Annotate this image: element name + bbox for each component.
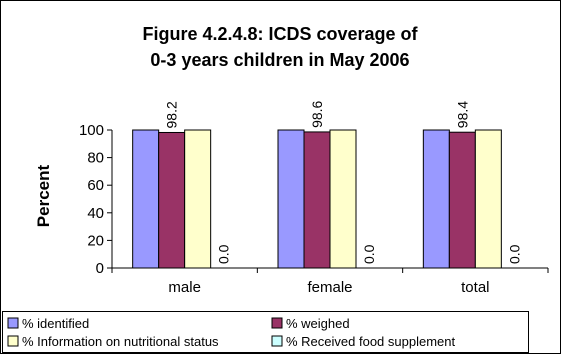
bar: [132, 129, 160, 269]
legend-swatch: [7, 317, 19, 329]
chart-title-line-1: Figure 4.2.4.8: ICDS coverage of: [142, 24, 418, 44]
bar: [448, 131, 476, 269]
bar: [422, 129, 450, 269]
bars: 98.2 98.6 98.4 0.0 0.0 0.0: [132, 100, 522, 269]
y-axis-label: Percent: [34, 164, 53, 227]
x-tick-label: female: [307, 279, 352, 296]
legend-label: % weighed: [286, 316, 350, 331]
data-label: 0.0: [361, 244, 377, 264]
legend: % identified % weighed % Information on nu…: [2, 311, 529, 353]
data-label: 98.6: [309, 100, 325, 127]
y-tick-label: 0: [96, 260, 104, 277]
legend-swatch: [271, 335, 283, 347]
x-tick-label: male: [168, 279, 201, 296]
bar: [277, 129, 305, 269]
data-label: 0.0: [506, 244, 522, 264]
data-label: 98.2: [164, 101, 180, 128]
bar: [184, 129, 212, 269]
legend-swatch: [271, 317, 283, 329]
legend-box: [2, 311, 529, 353]
bar: [303, 131, 331, 269]
bar: [158, 131, 186, 269]
legend-swatch: [7, 335, 19, 347]
y-tick-label: 100: [79, 122, 104, 139]
y-tick-label: 40: [87, 205, 104, 222]
y-tick-label: 20: [87, 232, 104, 249]
y-tick-label: 60: [87, 177, 104, 194]
bar: [329, 129, 357, 269]
legend-label: % Received food supplement: [286, 334, 455, 349]
bar: [474, 129, 502, 269]
data-label: 98.4: [454, 101, 470, 128]
legend-label: % identified: [22, 316, 89, 331]
legend-label: % Information on nutritional status: [22, 334, 219, 349]
data-label: 0.0: [216, 244, 232, 264]
x-tick-label: total: [461, 279, 489, 296]
y-tick-label: 80: [87, 150, 104, 167]
chart-title-line-2: 0-3 years children in May 2006: [150, 50, 409, 70]
